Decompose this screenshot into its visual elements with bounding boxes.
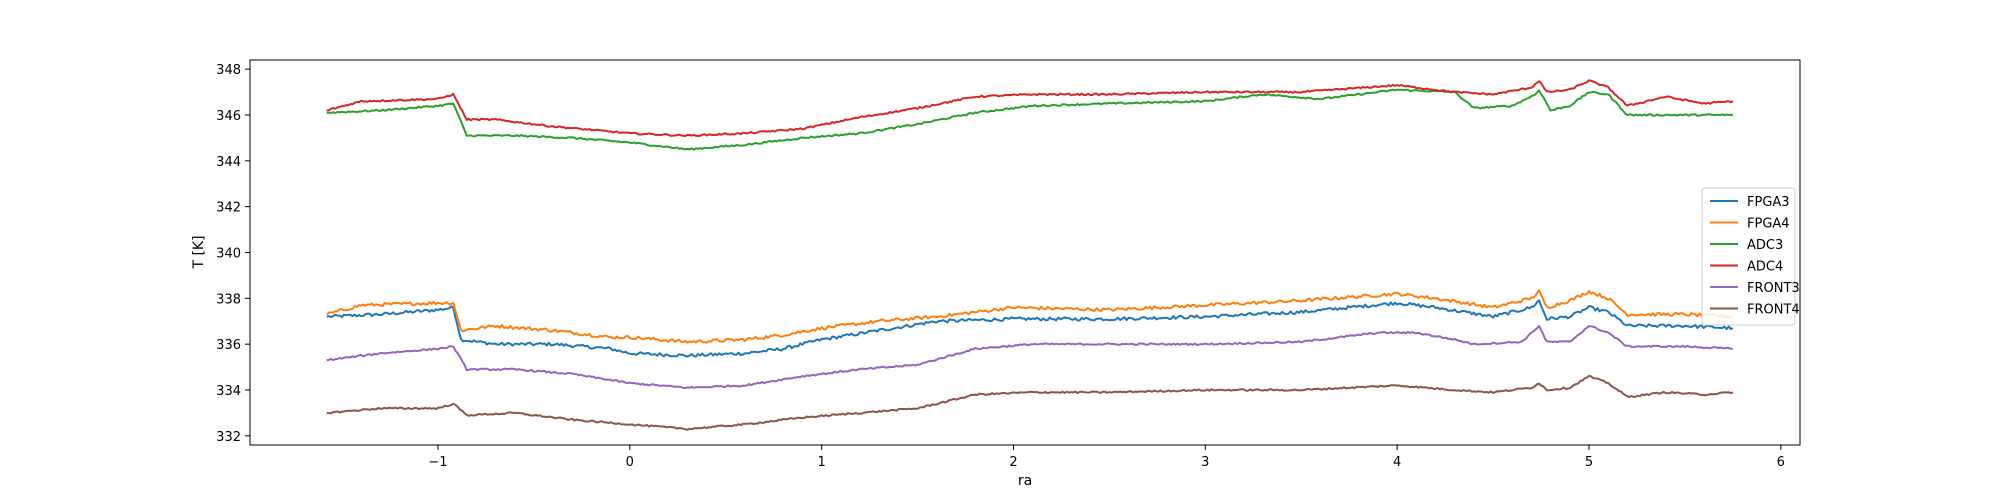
- legend-label: FRONT4: [1747, 303, 1800, 318]
- y-tick-label: 348: [216, 63, 241, 78]
- y-axis-ticks: 332 334 336 338 340 342 344 346 348: [216, 63, 250, 445]
- x-tick-label: 6: [1777, 455, 1785, 470]
- x-tick-label: 1: [818, 455, 826, 470]
- series-line-front4: [326, 374, 1734, 431]
- x-tick-label: 5: [1585, 455, 1593, 470]
- y-tick-label: 334: [216, 384, 241, 399]
- x-tick-label: 0: [626, 455, 634, 470]
- series-line-adc4: [326, 79, 1734, 138]
- x-tick-label: 2: [1009, 455, 1017, 470]
- y-tick-label: 340: [216, 247, 241, 262]
- y-axis-label: T [K]: [191, 235, 207, 269]
- y-tick-label: 336: [216, 338, 241, 353]
- x-axis-label: ra: [1018, 473, 1032, 489]
- x-tick-label: 4: [1393, 455, 1401, 470]
- plot-lines: [326, 79, 1734, 431]
- legend-label: FPGA3: [1747, 195, 1790, 210]
- x-axis-ticks: −1 0 1 2 3 4 5 6: [428, 445, 1785, 470]
- x-tick-label: −1: [428, 455, 447, 470]
- legend: FPGA3 FPGA4 ADC3 ADC4 FRONT3 FRONT4: [1701, 187, 1800, 326]
- y-tick-label: 332: [216, 430, 241, 445]
- y-tick-label: 346: [216, 109, 241, 124]
- legend-label: ADC4: [1747, 260, 1783, 275]
- series-line-fpga4: [326, 289, 1733, 344]
- x-tick-label: 3: [1201, 455, 1209, 470]
- legend-label: FPGA4: [1747, 217, 1790, 232]
- series-line-adc3: [326, 88, 1734, 151]
- legend-label: FRONT3: [1747, 281, 1800, 296]
- series-line-fpga3: [326, 299, 1734, 358]
- y-tick-label: 344: [216, 155, 241, 170]
- legend-label: ADC3: [1747, 238, 1783, 253]
- y-tick-label: 342: [216, 201, 241, 216]
- series-line-front3: [326, 325, 1733, 390]
- y-tick-label: 338: [216, 292, 241, 307]
